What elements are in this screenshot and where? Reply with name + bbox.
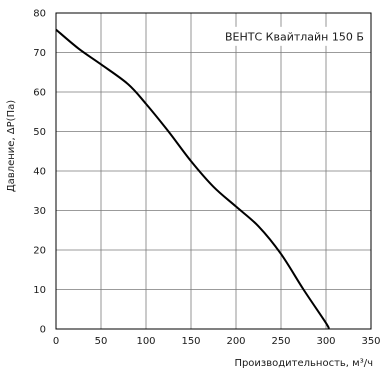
y-tick-label: 20 xyxy=(33,246,46,257)
x-axis-label: Производительность, м³/ч xyxy=(234,358,373,369)
y-tick-label: 40 xyxy=(33,167,46,178)
x-tick-label: 150 xyxy=(181,336,200,347)
series-line xyxy=(55,28,330,330)
x-tick-label: 0 xyxy=(53,336,59,347)
y-tick-label: 50 xyxy=(33,127,46,138)
legend-entry-label: ВЕНТС Квайтлайн 150 Б xyxy=(225,31,364,44)
y-axis-ticks: 0 10 20 30 40 50 60 70 80 xyxy=(33,9,46,336)
x-tick-label: 300 xyxy=(316,336,335,347)
x-tick-label: 50 xyxy=(95,336,108,347)
legend-box xyxy=(197,26,369,46)
legend: ВЕНТС Квайтлайн 150 Б xyxy=(197,26,369,46)
y-axis-label: Давление, ΔP(Па) xyxy=(6,100,17,192)
y-tick-label: 60 xyxy=(33,88,46,99)
x-tick-label: 250 xyxy=(271,336,290,347)
y-tick-label: 0 xyxy=(40,325,46,336)
y-tick-label: 70 xyxy=(33,48,46,59)
y-tick-label: 10 xyxy=(33,285,46,296)
x-tick-label: 100 xyxy=(136,336,155,347)
x-axis-ticks: 0 50 100 150 200 250 300 350 xyxy=(53,336,381,347)
y-tick-label: 30 xyxy=(33,206,46,217)
y-tick-label: 80 xyxy=(33,9,46,20)
x-tick-label: 200 xyxy=(226,336,245,347)
grid-lines xyxy=(55,12,372,330)
x-tick-label: 350 xyxy=(361,336,380,347)
plot-area-frame xyxy=(55,12,372,330)
